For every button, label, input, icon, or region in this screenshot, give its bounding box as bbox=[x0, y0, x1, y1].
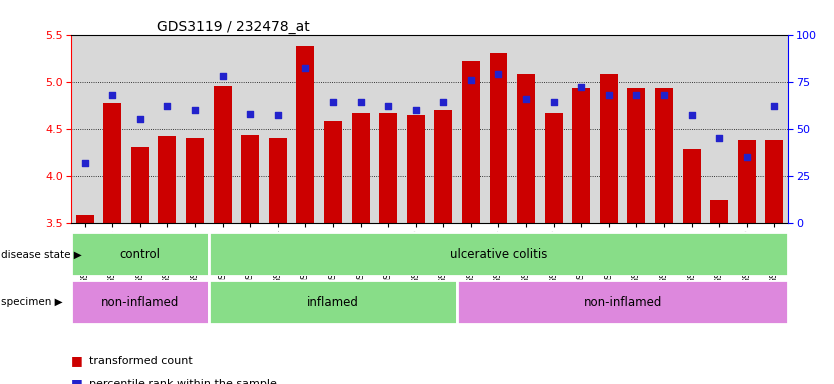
Bar bbox=[269, 138, 287, 223]
Point bbox=[437, 99, 450, 105]
Bar bbox=[738, 140, 756, 223]
Text: ■: ■ bbox=[71, 354, 83, 367]
Bar bbox=[208, 280, 457, 324]
Point bbox=[161, 103, 174, 109]
Text: ulcerative colitis: ulcerative colitis bbox=[450, 248, 547, 261]
Point bbox=[602, 92, 615, 98]
Point bbox=[575, 84, 588, 90]
Bar bbox=[241, 135, 259, 223]
Bar bbox=[208, 232, 788, 276]
Point bbox=[354, 99, 367, 105]
Bar bbox=[158, 136, 177, 223]
Point bbox=[409, 107, 422, 113]
Bar bbox=[572, 88, 590, 223]
Bar bbox=[71, 232, 208, 276]
Bar bbox=[324, 121, 342, 223]
Bar bbox=[296, 46, 314, 223]
Point bbox=[244, 111, 257, 117]
Bar bbox=[711, 200, 728, 223]
Bar bbox=[627, 88, 646, 223]
Point bbox=[78, 159, 92, 166]
Bar bbox=[600, 74, 618, 223]
Point bbox=[381, 103, 394, 109]
Bar bbox=[462, 61, 480, 223]
Point bbox=[299, 65, 312, 71]
Bar bbox=[457, 280, 788, 324]
Point bbox=[106, 92, 119, 98]
Text: percentile rank within the sample: percentile rank within the sample bbox=[89, 379, 277, 384]
Bar bbox=[379, 113, 397, 223]
Point bbox=[685, 113, 698, 119]
Text: ■: ■ bbox=[71, 377, 83, 384]
Bar bbox=[682, 149, 701, 223]
Point bbox=[547, 99, 560, 105]
Bar bbox=[490, 53, 507, 223]
Bar bbox=[517, 74, 535, 223]
Point bbox=[630, 92, 643, 98]
Point bbox=[520, 96, 533, 102]
Point bbox=[767, 103, 781, 109]
Point bbox=[133, 116, 147, 122]
Bar bbox=[352, 113, 369, 223]
Text: non-inflamed: non-inflamed bbox=[101, 296, 179, 309]
Text: GDS3119 / 232478_at: GDS3119 / 232478_at bbox=[157, 20, 309, 33]
Bar bbox=[76, 215, 93, 223]
Text: disease state ▶: disease state ▶ bbox=[1, 249, 82, 260]
Bar bbox=[407, 114, 425, 223]
Text: inflamed: inflamed bbox=[307, 296, 359, 309]
Bar bbox=[186, 138, 204, 223]
Bar bbox=[435, 110, 452, 223]
Bar bbox=[655, 88, 673, 223]
Text: control: control bbox=[119, 248, 160, 261]
Bar bbox=[103, 103, 121, 223]
Point bbox=[657, 92, 671, 98]
Point bbox=[216, 73, 229, 79]
Text: non-inflamed: non-inflamed bbox=[584, 296, 662, 309]
Bar bbox=[214, 86, 232, 223]
Point bbox=[740, 154, 753, 160]
Bar bbox=[545, 113, 563, 223]
Point bbox=[712, 135, 726, 141]
Point bbox=[271, 113, 284, 119]
Bar bbox=[766, 140, 783, 223]
Text: transformed count: transformed count bbox=[89, 356, 193, 366]
Bar bbox=[71, 280, 208, 324]
Point bbox=[326, 99, 339, 105]
Point bbox=[188, 107, 202, 113]
Text: specimen ▶: specimen ▶ bbox=[1, 297, 63, 308]
Point bbox=[465, 77, 478, 83]
Point bbox=[492, 71, 505, 77]
Bar bbox=[131, 147, 148, 223]
